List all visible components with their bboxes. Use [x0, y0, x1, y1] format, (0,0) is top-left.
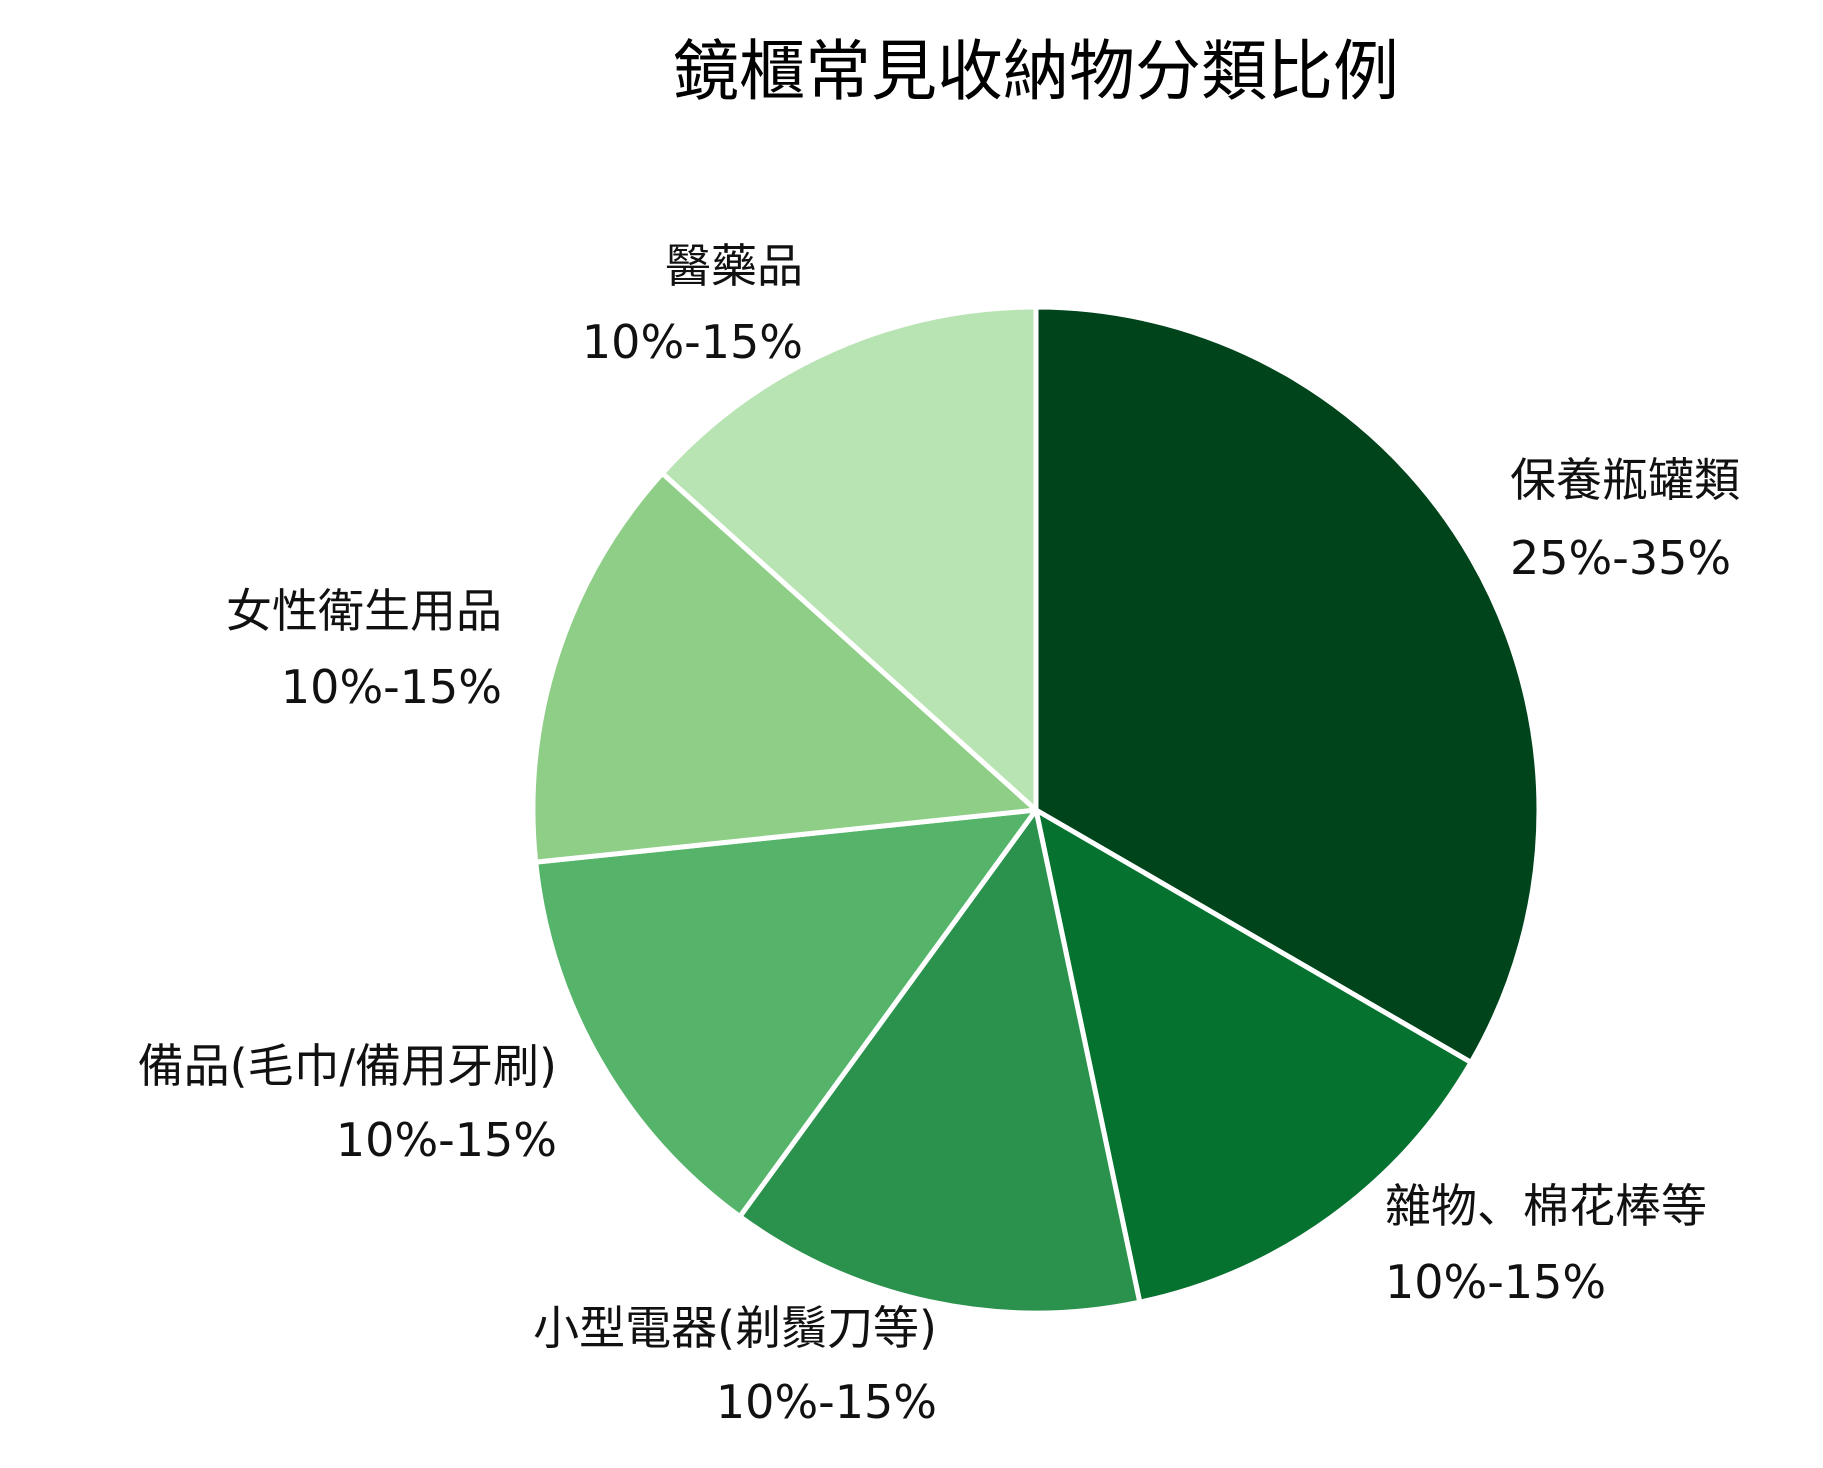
- pie-slice-3: [737, 807, 1143, 1316]
- pie-slice-5: [530, 470, 1039, 865]
- slice-range-label-4: 10%-15%: [336, 1113, 557, 1167]
- slice-range-label-6: 10%-15%: [582, 315, 803, 369]
- pie-slice-4: [533, 807, 1039, 1220]
- chart-title: 鏡櫃常見收納物分類比例: [673, 33, 1399, 110]
- slice-range-label-5: 10%-15%: [281, 660, 502, 714]
- slice-label-2: 雜物、棉花棒等: [1385, 1179, 1707, 1233]
- pie-slice-1: [1033, 304, 1542, 1065]
- pie-slices: [530, 304, 1542, 1316]
- pie-slice-6: [659, 304, 1039, 813]
- slice-label-4: 備品(毛巾/備用牙刷): [138, 1039, 557, 1093]
- slice-label-5: 女性衛生用品: [226, 584, 502, 638]
- slice-range-label-1: 25%-35%: [1510, 531, 1731, 585]
- slice-labels: 保養瓶罐類 25%-35% 雜物、棉花棒等 10%-15% 小型電器(剃鬚刀等) 10%-…: [138, 239, 1740, 1429]
- slice-label-6: 醫藥品: [665, 239, 803, 293]
- slice-range-label-2: 10%-15%: [1385, 1255, 1606, 1309]
- slice-label-1: 保養瓶罐類: [1510, 453, 1740, 507]
- pie-slice-2: [1033, 807, 1474, 1305]
- slice-label-3: 小型電器(剃鬚刀等): [533, 1301, 937, 1355]
- slice-range-label-3: 10%-15%: [716, 1375, 937, 1429]
